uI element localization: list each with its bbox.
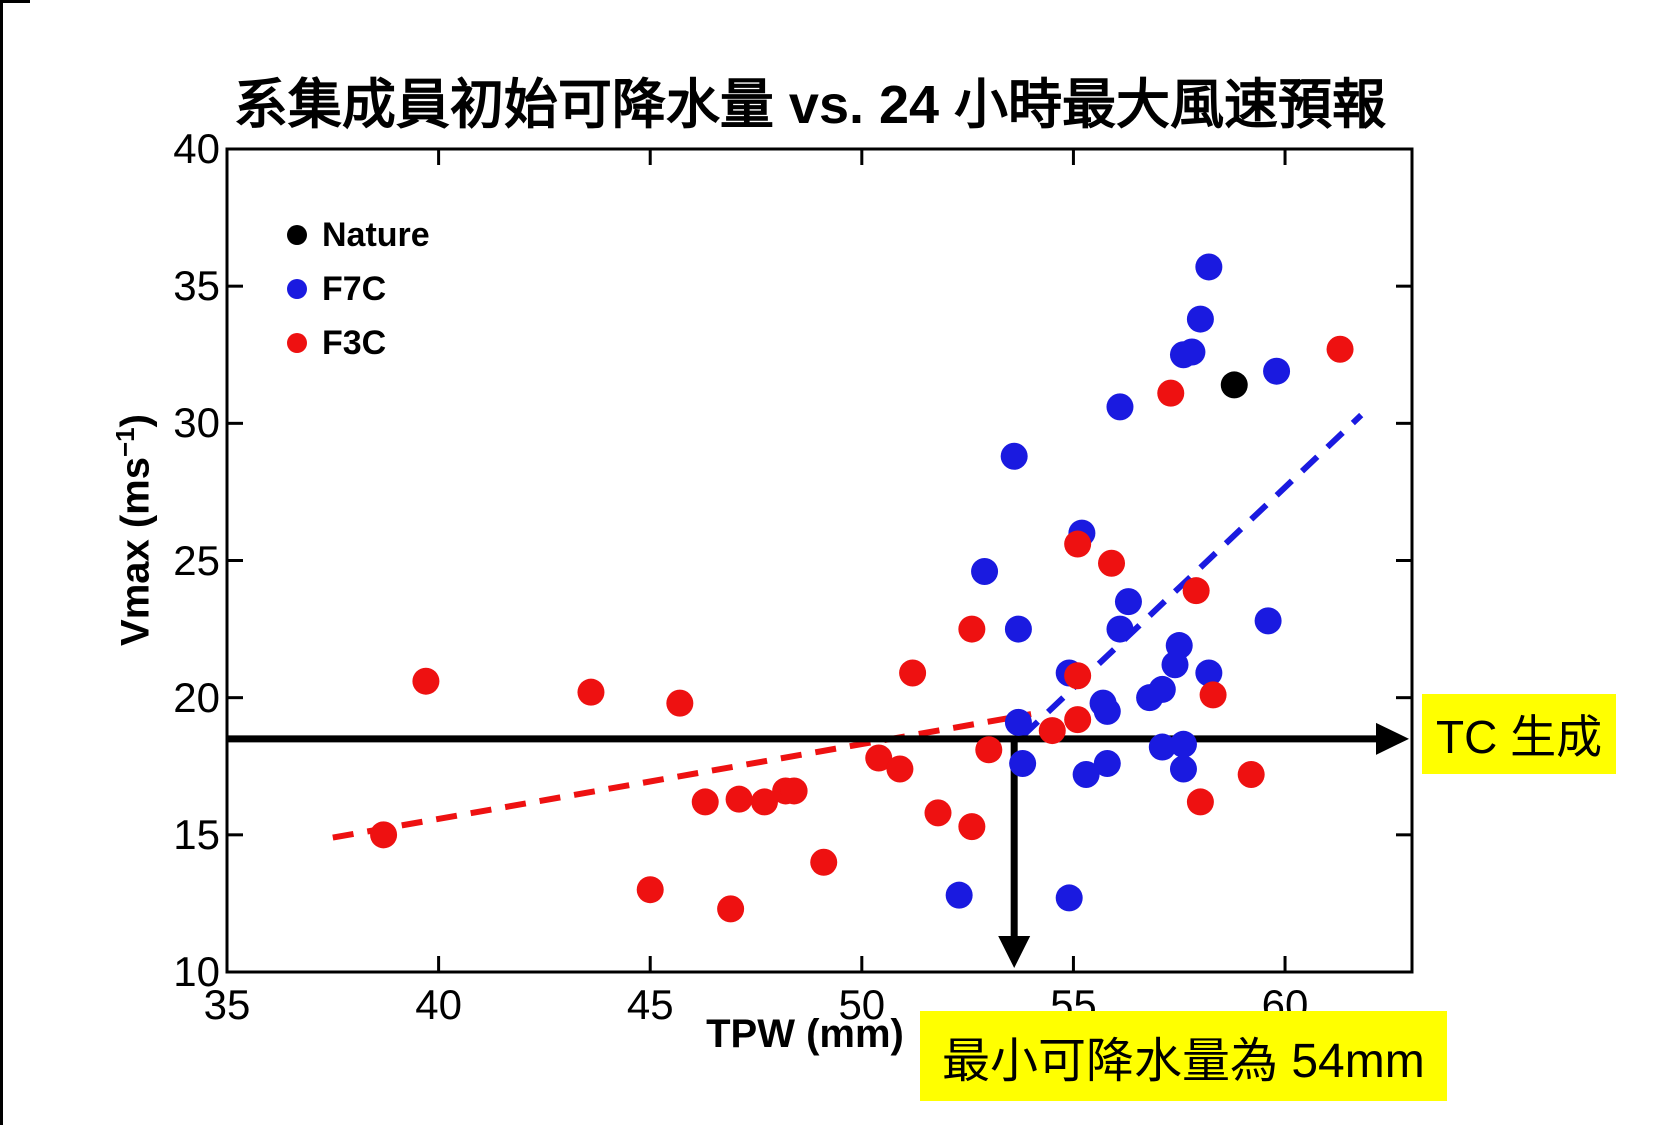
legend: Nature F7C F3C [287,208,430,370]
data-point-f7c [945,881,973,909]
data-point-f3c [1199,681,1227,709]
data-point-f3c [1098,549,1126,577]
y-axis-label-superscript: −1 [110,427,140,457]
data-point-f3c [958,615,986,643]
data-point-f3c [412,667,440,695]
data-point-f3c [886,755,914,783]
data-point-f3c [1157,379,1185,407]
data-point-f7c [1004,708,1032,736]
y-tick-label: 15 [173,810,220,858]
x-tick-label: 35 [203,981,251,1028]
data-point-f3c [717,895,745,923]
data-point-f3c [577,678,605,706]
data-point-f3c [370,821,398,849]
data-point-f3c [1186,788,1214,816]
data-point-f7c [1148,733,1176,761]
data-point-f7c [1000,442,1028,470]
y-tick-label: 30 [173,399,220,447]
data-point-f7c [1195,659,1223,687]
y-tick-label: 25 [173,536,220,584]
legend-label-f7c: F7C [322,270,387,308]
data-point-f7c [1186,305,1214,333]
data-point-f7c [1055,884,1083,912]
legend-item-f3c: F3C [287,316,430,370]
data-point-f3c [636,876,664,904]
x-tick-label: 50 [838,981,886,1028]
data-point-f3c [1237,760,1265,788]
data-point-f3c [1064,662,1092,690]
y-tick-label: 20 [173,673,220,721]
data-point-f3c [924,799,952,827]
data-point-f3c [810,848,838,876]
y-tick-label: 10 [173,948,220,995]
data-point-f7c [1009,750,1037,778]
data-point-f7c [1093,750,1121,778]
data-point-f7c [1004,615,1032,643]
y-axis-label-close: ) [113,414,158,428]
legend-item-f7c: F7C [287,262,430,316]
x-tick-label: 45 [626,981,674,1028]
data-point-f7c [1148,675,1176,703]
data-point-f3c [1038,717,1066,745]
legend-label-nature: Nature [322,216,430,254]
data-point-f3c [1064,530,1092,558]
min-tpw-arrowhead-icon [998,936,1031,968]
data-point-f3c [975,736,1003,764]
data-point-f7c [1072,760,1100,788]
legend-item-nature: Nature [287,208,430,262]
data-point-f7c [1106,393,1134,421]
data-point-f3c [780,777,808,805]
data-point-f3c [725,785,753,813]
data-point-f3c [899,659,927,687]
data-point-f7c [1178,338,1206,366]
top-edge-line [0,0,30,3]
x-tick-label: 40 [415,981,462,1028]
data-point-f3c [1182,577,1210,605]
data-point-f7c [1169,755,1197,783]
data-point-f7c [1114,588,1142,616]
data-point-f7c [1161,651,1189,679]
data-point-f3c [666,689,694,717]
data-point-f7c [1106,615,1134,643]
data-point-f3c [1064,706,1092,734]
data-point-f7c [1093,697,1121,725]
f7c-marker-icon [287,279,307,299]
f3c-marker-icon [287,333,307,353]
data-point-f3c [750,788,778,816]
chart-title: 系集成員初始可降水量 vs. 24 小時最大風速預報 [233,75,1387,135]
data-point-f7c [1169,730,1197,758]
f3c-trend-dashed-line [332,711,1032,841]
data-point-f7c [1254,607,1282,635]
data-point-f3c [958,813,986,841]
min-tpw-annotation: 最小可降水量為 54mm [920,1011,1447,1101]
y-tick-label: 35 [173,262,220,310]
data-point-f3c [1326,335,1354,363]
left-edge-line [0,0,3,1125]
x-axis-label: TPW (mm) [706,1012,904,1056]
nature-marker-icon [287,225,307,245]
legend-label-f3c: F3C [322,324,387,362]
data-point-f7c [1195,253,1223,281]
data-point-f3c [865,744,893,772]
data-point-f7c [971,557,999,585]
y-axis-label-text: Vmax (ms [113,457,158,646]
tc-genesis-annotation: TC 生成 [1422,694,1617,774]
y-axis-label: Vmax (ms−1) [110,330,166,730]
data-point-nature [1220,371,1248,399]
data-point-f7c [1263,357,1291,385]
tc-threshold-arrowhead-icon [1376,722,1409,755]
y-tick-label: 40 [173,125,220,172]
data-point-f3c [691,788,719,816]
